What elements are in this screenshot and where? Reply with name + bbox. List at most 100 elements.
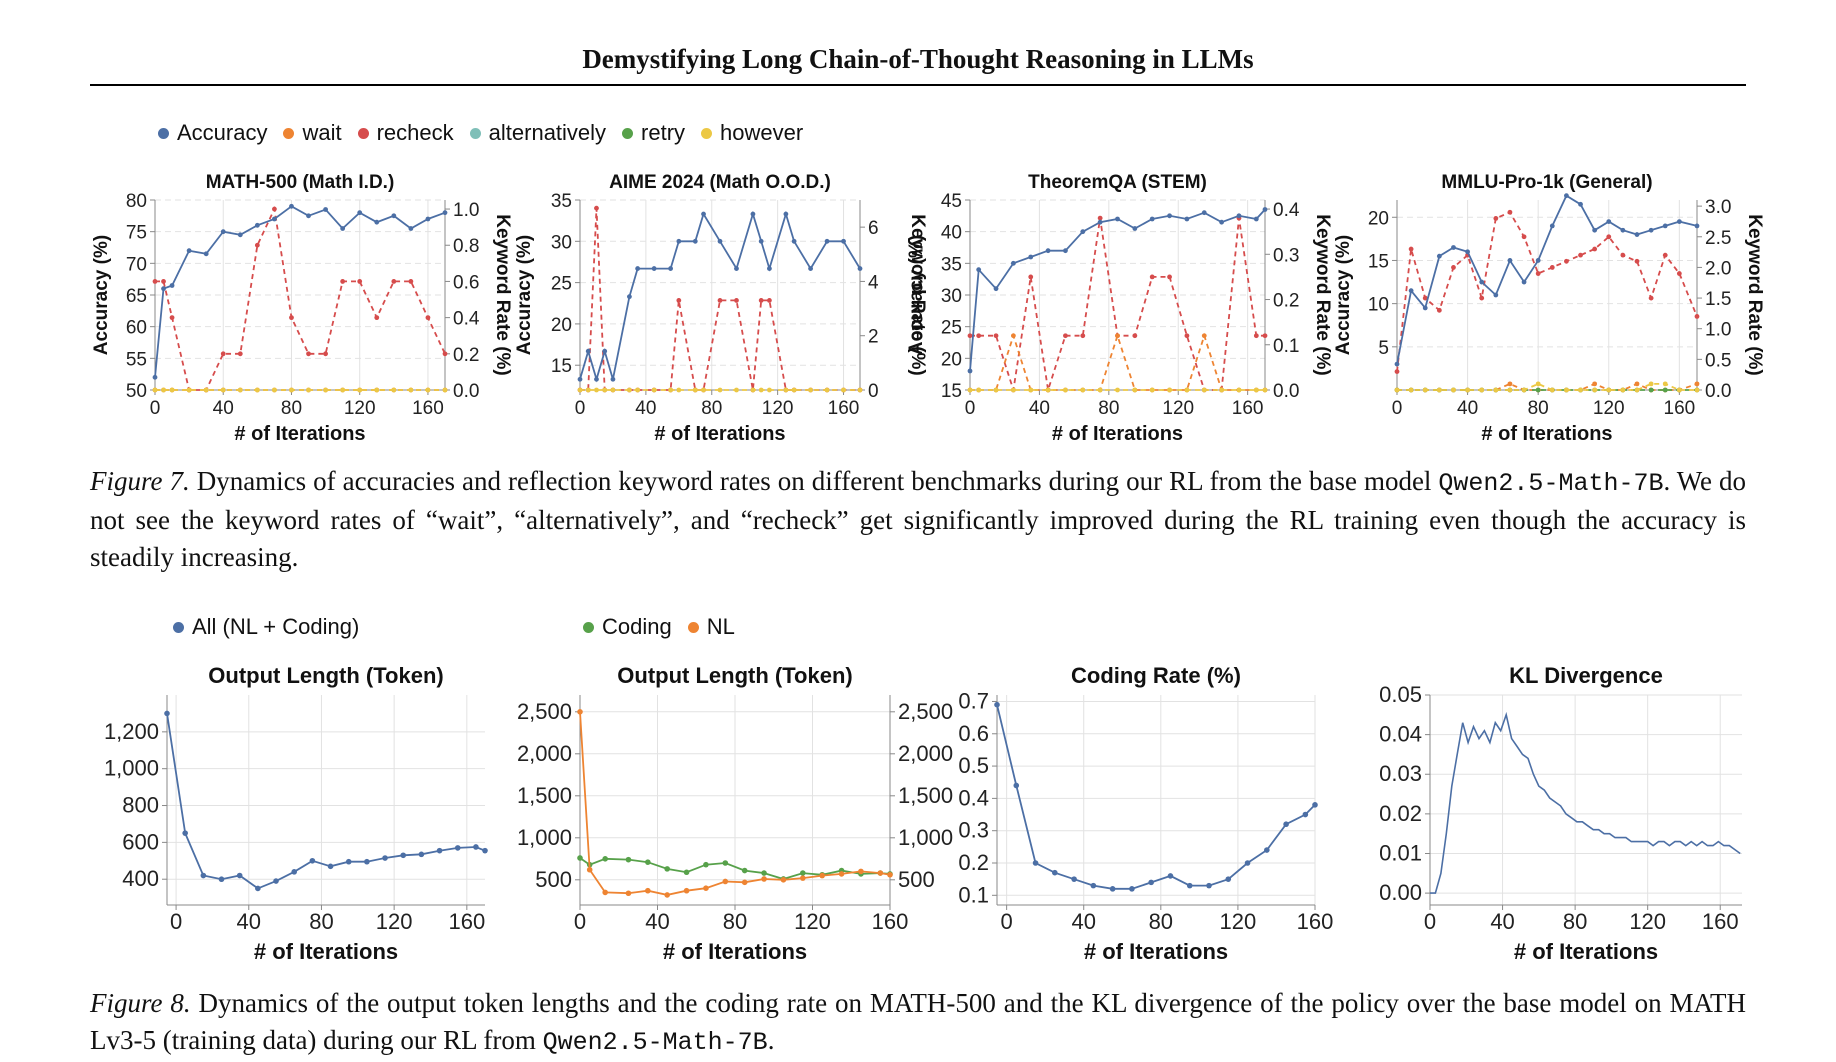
data-point-however [668,387,673,393]
x-tick-label: 80 [723,909,747,934]
legend-dot-icon [583,621,594,633]
data-point-however [1493,387,1499,393]
x-tick-label: 120 [376,909,413,934]
y-tick-label: 35 [551,191,572,212]
series-line-accuracy [579,210,861,383]
data-point-accuracy [323,207,328,212]
data-point-all-nl-coding [418,851,425,858]
data-point-however [1451,387,1456,393]
x-tick-label: 120 [1162,398,1194,419]
data-point-all-nl-coding [236,872,243,879]
y2-tick-label: 0.8 [453,236,479,257]
data-point-accuracy [1097,219,1103,225]
y2-tick-label: 2,500 [898,699,953,724]
data-point-recheck [1253,333,1259,339]
data-point-accuracy [1422,305,1428,311]
y2-tick-label: 4 [868,272,879,293]
y2-tick-label: 0.4 [453,309,480,330]
data-point-however [594,387,599,393]
y2-tick-label: 0 [868,381,879,402]
data-point-however [442,387,448,393]
data-point-wait [1592,381,1598,387]
chart-title: MATH-500 (Math I.D.) [206,172,395,193]
data-point-however [1662,381,1668,387]
legend-dot-icon [357,127,369,139]
data-point-accuracy [750,211,756,217]
data-point-recheck [1028,274,1034,280]
data-point-recheck [1408,246,1414,252]
data-point-recheck [1620,252,1626,258]
y2-axis-label: Keyword Rate (%) [1312,214,1333,376]
data-point-accuracy [1262,207,1268,212]
data-point-accuracy [1219,219,1225,225]
data-point-nl [887,871,893,878]
y-tick-label: 2,500 [517,699,572,724]
data-point-however [1167,387,1172,393]
data-point-recheck [1648,295,1654,301]
y-axis-label: Accuracy (%) [906,235,927,355]
legend-dot-icon [701,127,713,139]
y-tick-label: 0.00 [1379,880,1422,905]
y2-tick-label: 500 [898,867,935,892]
data-point-however [1422,387,1428,393]
chart-title: AIME 2024 (Math O.O.D.) [609,172,831,193]
figure8-legend-coding-nl: Coding NL [583,614,751,640]
data-point-accuracy [976,267,982,273]
y-tick-label: 35 [941,254,962,275]
data-point-however [1507,387,1513,393]
data-point-nl [625,890,632,897]
data-point-recheck [767,298,772,303]
y2-tick-label: 0.2 [1273,291,1299,312]
y-tick-label: 2,000 [517,741,572,766]
data-point-accuracy [841,238,846,244]
data-point-however [602,387,608,393]
x-tick-label: 160 [1297,909,1334,934]
legend-dot-icon [469,127,481,139]
y-tick-label: 0.1 [958,882,989,907]
data-point-recheck [1167,274,1172,280]
series-line-recheck [1396,211,1698,372]
data-point-nl [586,866,593,873]
legend-label: alternatively [488,120,607,145]
data-point-however [1394,387,1400,393]
legend-item-accuracy: Accuracy [158,120,267,146]
data-point-accuracy [791,238,797,244]
data-point-however [1521,387,1527,393]
y-tick-label: 65 [126,286,147,307]
header-rule [90,84,1746,86]
data-point-recheck [1578,252,1583,258]
y-tick-label: 0.01 [1379,840,1422,865]
y-tick-label: 70 [126,254,147,275]
data-point-accuracy [1236,213,1242,219]
y2-tick-label: 0.0 [1705,381,1731,402]
y2-tick-label: 0.2 [453,345,479,366]
legend-item-alternatively: alternatively [469,120,607,146]
series-line-all-nl-coding [996,704,1316,890]
y-tick-label: 50 [126,381,147,402]
x-tick-label: 40 [635,398,656,419]
data-point-accuracy [237,232,243,238]
data-point-however [340,387,346,393]
series-line-however [1397,382,1697,391]
chart-output-length-coding-nl: Output Length (Token) 0 40 80 120 160 500 1,000… [495,655,953,964]
data-point-accuracy [808,266,813,271]
y2-tick-label: 1.0 [1705,320,1731,341]
data-point-wait [1010,333,1016,339]
y-tick-label: 80 [126,191,147,212]
legend-item-however: however [701,120,803,146]
y-tick-label: 25 [551,274,572,295]
data-point-wait [1634,381,1640,387]
x-axis-label: # of Iterations [654,423,785,445]
y-tick-label: 0.6 [958,721,989,746]
y-tick-label: 25 [941,318,962,339]
legend-item-coding: Coding [583,614,672,640]
data-point-all-nl-coding [1167,873,1174,879]
figure8-caption-label: Figure 8. [90,988,191,1018]
data-point-however [701,387,706,393]
data-point-coding [664,866,670,872]
data-point-all-nl-coding [454,845,461,851]
y-tick-label: 0.4 [958,785,989,810]
y-tick-label: 0.05 [1379,682,1422,707]
data-point-accuracy [391,213,397,219]
data-point-coding [722,860,729,866]
